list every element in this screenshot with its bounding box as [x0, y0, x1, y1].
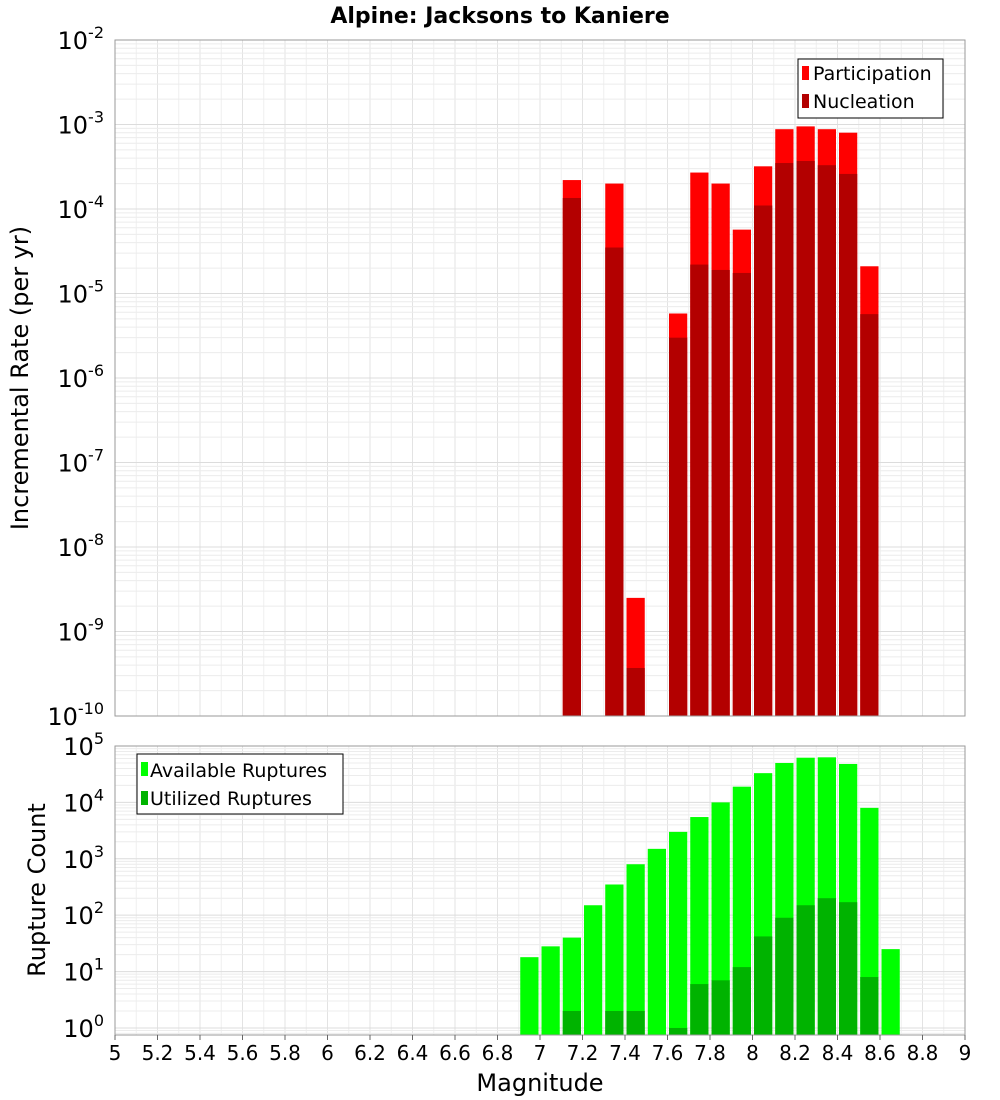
available-legend-label: Available Ruptures	[150, 760, 327, 782]
count-bars	[520, 757, 900, 1035]
count-bar-b	[754, 936, 773, 1035]
count-bar-a	[669, 831, 688, 1035]
count-bar-a	[711, 802, 730, 1035]
rate-bar-b	[754, 205, 773, 716]
x-tick-label: 8.8	[907, 1041, 939, 1065]
x-tick-label: 5.6	[227, 1041, 259, 1065]
x-tick-label: 7.2	[567, 1041, 599, 1065]
rate-plot-border	[114, 39, 966, 717]
rate-bar-b	[711, 269, 730, 716]
rate-y-tick-label: 10-5	[58, 277, 105, 309]
chart-title: Alpine: Jacksons to Kaniere	[330, 4, 669, 29]
count-y-tick-label: 104	[63, 785, 104, 817]
rate-y-tick-label: 10-8	[58, 530, 105, 562]
participation-legend-label: Participation	[813, 63, 932, 85]
rate-bars	[562, 126, 879, 717]
utilized-legend-label: Utilized Ruptures	[150, 788, 312, 810]
count-y-tick-label: 100	[63, 1011, 104, 1043]
x-tick-label: 8.4	[822, 1041, 854, 1065]
x-tick-label: 5.8	[269, 1041, 301, 1065]
count-bar-b	[605, 1010, 624, 1035]
count-bar-b	[796, 905, 815, 1035]
rate-bar-b	[796, 160, 815, 717]
x-tick-label: 6.8	[482, 1041, 514, 1065]
rate-y-ticks: 10-10 10-9 10-8 10-7 10-6 10-5 10-4 10-3 10-2	[47, 23, 104, 731]
x-tick-label: 8.2	[779, 1041, 811, 1065]
count-bar-a	[605, 884, 624, 1035]
count-bar-b	[711, 980, 730, 1035]
x-tick-label: 5.4	[184, 1041, 216, 1065]
rate-legend: Participation Nucleation	[797, 58, 944, 119]
count-bar-a	[647, 848, 666, 1035]
rate-bar-b	[605, 247, 624, 716]
rate-bar-b	[839, 173, 858, 716]
rate-bar-b	[626, 667, 645, 716]
x-tick-label: 6.2	[354, 1041, 386, 1065]
rate-legend-box	[797, 58, 944, 119]
x-tick-label: 6.4	[397, 1041, 429, 1065]
count-bar-b	[775, 917, 794, 1035]
nucleation-swatch	[802, 94, 809, 108]
rate-y-tick-label: 10-4	[58, 192, 105, 224]
count-bar-b	[669, 1027, 688, 1035]
rate-y-tick-label: 10-9	[58, 615, 105, 647]
count-bar-a	[626, 864, 645, 1035]
rate-bar-b	[562, 197, 581, 716]
count-y-tick-label: 101	[63, 955, 104, 987]
count-bar-b	[860, 977, 879, 1035]
rate-y-tick-label: 10-2	[58, 23, 105, 55]
x-tick-label: 7.6	[652, 1041, 684, 1065]
rate-bar-b	[732, 272, 751, 716]
nucleation-legend-label: Nucleation	[813, 91, 915, 113]
count-bar-a	[541, 946, 560, 1035]
rate-y-axis-label: Incremental Rate (per yr)	[6, 226, 34, 530]
x-tick-label: 8.6	[864, 1041, 896, 1065]
count-y-tick-label: 103	[63, 842, 104, 874]
count-bar-a	[562, 937, 581, 1035]
rate-bar-b	[817, 165, 836, 717]
count-panel: 100 101 102 103 104 105 Rupture Count Availab…	[23, 729, 971, 1097]
x-tick-label: 5	[109, 1041, 122, 1065]
available-swatch	[141, 762, 148, 776]
count-bar-b	[626, 1010, 645, 1035]
rate-grid	[114, 39, 966, 717]
count-bar-b	[817, 898, 836, 1035]
x-tick-label: 6	[321, 1041, 334, 1065]
rate-y-tick-label: 10-7	[58, 446, 105, 478]
count-bar-b	[839, 902, 858, 1035]
x-tick-label: 7	[534, 1041, 547, 1065]
x-tick-label: 5.2	[142, 1041, 174, 1065]
x-tick-label: 8	[746, 1041, 759, 1065]
rate-bar-b	[690, 264, 709, 716]
count-y-axis-label: Rupture Count	[23, 803, 51, 977]
utilized-swatch	[141, 791, 148, 805]
count-legend: Available Ruptures Utilized Ruptures	[136, 753, 344, 815]
x-tick-label: 7.8	[694, 1041, 726, 1065]
x-tick-label: 9	[959, 1041, 972, 1065]
count-bar-b	[562, 1010, 581, 1035]
rate-bar-b	[860, 314, 879, 716]
rate-bar-b	[669, 337, 688, 716]
count-bar-a	[690, 817, 709, 1035]
count-bar-a	[584, 905, 603, 1035]
x-tick-label: 7.4	[609, 1041, 641, 1065]
rate-y-tick-label: 10-6	[58, 361, 105, 393]
count-y-tick-label: 105	[63, 729, 104, 761]
count-bar-b	[732, 967, 751, 1035]
count-y-ticks: 100 101 102 103 104 105	[63, 729, 104, 1043]
x-tick-label: 6.6	[439, 1041, 471, 1065]
rate-panel: 10-10 10-9 10-8 10-7 10-6 10-5 10-4 10-3 10-2 In…	[6, 23, 966, 731]
count-bar-a	[881, 949, 900, 1035]
participation-swatch	[802, 66, 809, 80]
count-bar-b	[690, 984, 709, 1035]
rate-y-tick-label: 10-10	[47, 699, 104, 731]
count-y-tick-label: 102	[63, 898, 104, 930]
count-bar-a	[520, 957, 539, 1035]
rate-bar-b	[775, 163, 794, 716]
rate-y-tick-label: 10-3	[58, 108, 105, 140]
count-legend-box	[136, 753, 344, 815]
x-axis-label: Magnitude	[476, 1069, 603, 1097]
x-axis-ticks: 5 5.2 5.4 5.6 5.8 6 6.2 6.4 6.6 6.8 7 7.2 7.4 7.6 7.8 8…	[109, 1035, 972, 1065]
